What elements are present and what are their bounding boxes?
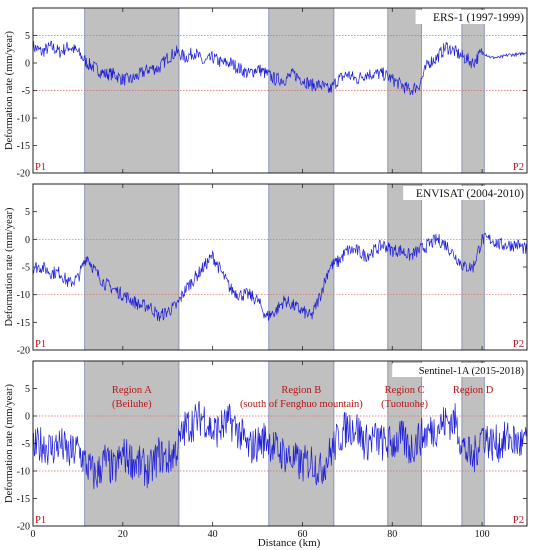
region-label-2: Region B: [281, 385, 321, 396]
panel-title: ENVISAT (2004-2010): [416, 188, 524, 200]
y-tick-label: -20: [17, 169, 30, 180]
title-background: [392, 363, 525, 377]
y-tick-label: -10: [17, 467, 30, 478]
y-tick-label: -20: [17, 346, 30, 357]
x-axis-label: Distance (km): [258, 537, 321, 549]
region-detail-2: (south of Fenghuo mountain): [240, 399, 363, 410]
y-tick-label: 5: [25, 31, 30, 42]
start-label: P1: [35, 515, 46, 526]
panels: -20 -15 -10 -5 0 5 Deformation rate (mm/year) E…: [4, 7, 528, 540]
y-tick-label: -15: [17, 318, 30, 329]
region-detail-1: (Beiluhe): [112, 399, 152, 410]
y-tick-label: 0: [25, 412, 30, 423]
x-axis: Distance (km): [258, 537, 321, 549]
y-tick-label: -5: [22, 439, 30, 450]
x-tick-label: 60: [297, 529, 307, 540]
start-label: P1: [35, 162, 46, 173]
shaded-region-1: [84, 183, 180, 351]
y-tick-label: -15: [17, 141, 30, 152]
y-tick-label: -20: [17, 522, 30, 533]
shaded-region-1: [84, 7, 180, 174]
x-tick-label: 100: [475, 529, 490, 540]
y-tick-label: -10: [17, 114, 30, 125]
y-axis-label: Deformation rate (mm/year): [4, 31, 15, 150]
panel-1: -20 -15 -10 -5 0 5 Deformation rate (mm/year) E…: [4, 7, 528, 180]
region-detail-3: (Tuotuohe): [381, 399, 428, 410]
series-line: [32, 232, 528, 322]
shaded-region-2: [268, 183, 335, 351]
y-tick-label: 0: [25, 59, 30, 70]
y-tick-label: 0: [25, 235, 30, 246]
panel-2: -20 -15 -10 -5 0 5 Deformation rate (mm/year) E…: [4, 183, 528, 357]
x-tick-label: 80: [387, 529, 397, 540]
start-label: P1: [35, 339, 46, 350]
y-axis-label: Deformation rate (mm/year): [4, 384, 15, 503]
y-axis-label: Deformation rate (mm/year): [4, 207, 15, 326]
region-label-3: Region C: [385, 385, 425, 396]
y-tick-label: 5: [25, 207, 30, 218]
panel-title: ERS-1 (1997-1999): [433, 12, 524, 24]
end-label: P2: [513, 515, 524, 526]
title-background: [403, 186, 525, 200]
panel-3: -20 -15 -10 -5 0 5 0 20 40 60 80 100 Deformation rat…: [4, 360, 528, 540]
x-tick-label: 0: [31, 529, 36, 540]
panel-title: Sentinel-1A (2015-2018): [419, 366, 525, 377]
y-tick-label: -5: [22, 86, 30, 97]
series-line: [32, 40, 528, 96]
region-label-4: Region D: [453, 385, 494, 396]
y-tick-label: 5: [25, 384, 30, 395]
series-line: [32, 401, 528, 490]
y-tick-label: -5: [22, 263, 30, 274]
end-label: P2: [513, 339, 524, 350]
x-tick-label: 40: [208, 529, 218, 540]
end-label: P2: [513, 162, 524, 173]
shaded-region-3: [387, 183, 422, 351]
shaded-region-2: [268, 360, 335, 527]
y-tick-label: -15: [17, 494, 30, 505]
region-label-1: Region A: [112, 385, 152, 396]
title-background: [415, 10, 525, 24]
x-tick-label: 20: [118, 529, 128, 540]
y-tick-label: -10: [17, 290, 30, 301]
shaded-region-1: [84, 360, 180, 527]
